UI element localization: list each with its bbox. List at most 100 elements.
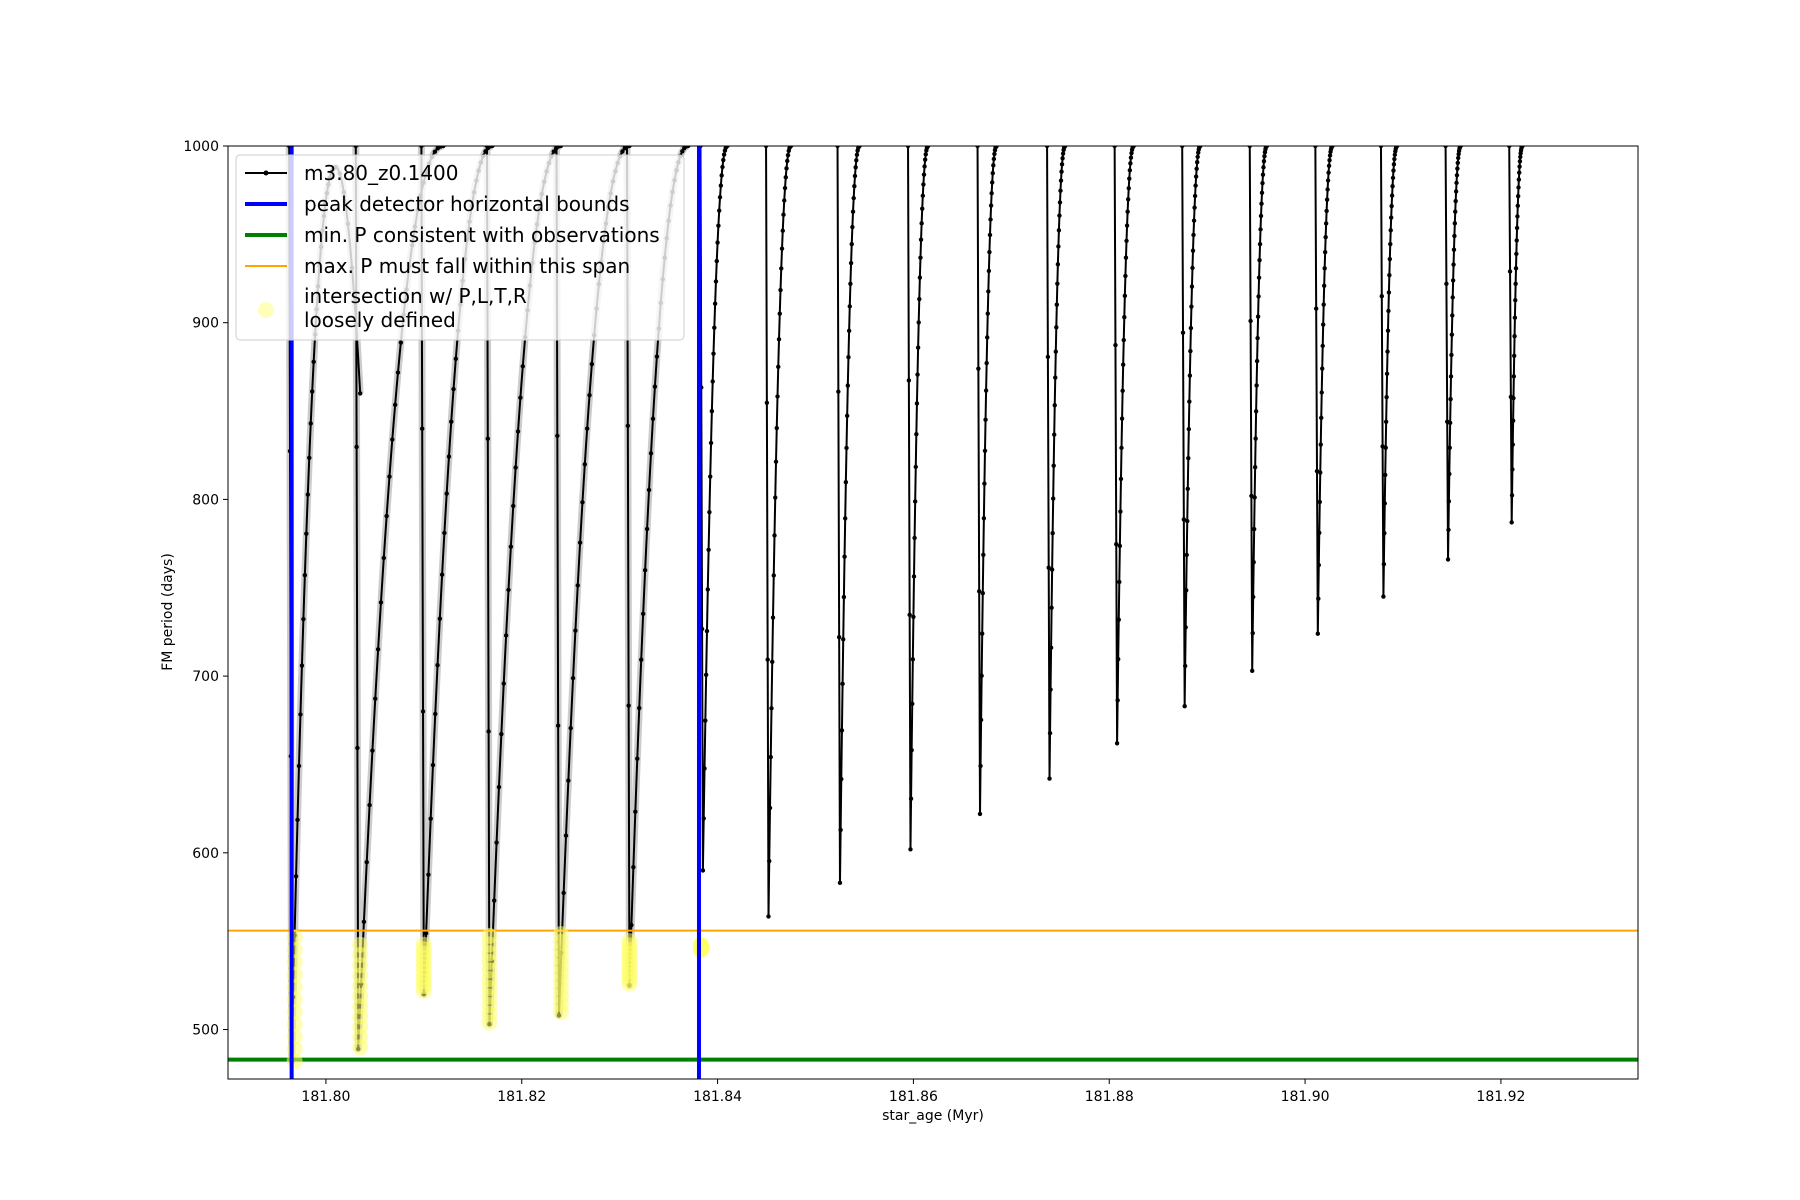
series-point (1192, 193, 1198, 199)
series-point (1114, 541, 1119, 547)
series-point (437, 616, 443, 621)
series-point (909, 748, 914, 753)
x-tick-label: 181.80 (301, 1089, 350, 1105)
series-point (906, 378, 912, 383)
series-point (444, 491, 449, 496)
series-point (1511, 374, 1517, 379)
series-point (357, 391, 363, 396)
intersection-marker (352, 936, 369, 953)
series-line-9 (907, 146, 929, 850)
series-point (1445, 557, 1451, 562)
series-point (849, 241, 854, 247)
series-point (1320, 343, 1325, 349)
series-point (717, 208, 722, 213)
series-point (1193, 183, 1198, 188)
series-point (1381, 562, 1387, 567)
series-point (1390, 175, 1396, 181)
series-point (1313, 306, 1319, 311)
series-line-13 (1181, 146, 1201, 707)
series-point (639, 657, 644, 662)
series-point (921, 172, 927, 177)
series-point (978, 763, 983, 769)
series-point (506, 587, 511, 593)
series-point (857, 146, 862, 149)
series-point (1186, 456, 1191, 461)
series-point (1446, 499, 1452, 504)
series-point (714, 258, 719, 264)
series-point (395, 370, 401, 375)
plot-frame (227, 145, 1639, 1080)
series-point (709, 409, 715, 414)
series-point (551, 149, 556, 154)
series-point (496, 784, 502, 790)
series-point (364, 859, 369, 865)
series-point (1447, 471, 1452, 477)
series-point (1258, 213, 1264, 219)
series-point (1451, 262, 1456, 267)
series-point (1388, 215, 1394, 220)
y-tick-label: 600 (192, 846, 219, 862)
series-point (1259, 190, 1265, 196)
series-point (1389, 203, 1394, 209)
series-point (837, 880, 843, 886)
series-point (1318, 470, 1323, 475)
series-point (915, 345, 921, 350)
series-point (843, 480, 849, 485)
series-point (631, 864, 636, 870)
x-tick-label: 181.84 (693, 1089, 742, 1105)
x-tick-label: 181.90 (1281, 1089, 1330, 1105)
series-point (484, 146, 490, 149)
series-point (390, 437, 395, 442)
series-point (788, 146, 794, 149)
x-axis: 181.80 181.82 181.84 181.86 181.88 181.90 181.… (301, 1079, 1525, 1105)
series-point (1388, 228, 1393, 233)
series-point (1319, 415, 1324, 421)
series-point (766, 914, 771, 919)
series-point (449, 419, 454, 424)
series-point (712, 325, 717, 330)
intersection-marker (415, 936, 432, 953)
series-point (1054, 325, 1059, 330)
series-point (1184, 552, 1189, 558)
series-point (911, 574, 917, 579)
series-point (680, 149, 685, 154)
legend-handle-marker (263, 170, 269, 176)
series-point (1261, 159, 1267, 164)
legend-label-1: peak detector horizontal bounds (304, 192, 630, 216)
series-point (1190, 265, 1195, 271)
series-point (992, 151, 997, 157)
series-point (1052, 432, 1057, 437)
series-point (836, 389, 841, 394)
series-point (1514, 238, 1519, 243)
series-point (839, 728, 845, 733)
series-point (1513, 281, 1518, 286)
series-point (843, 516, 848, 521)
series-point (979, 673, 984, 678)
series-point (307, 455, 312, 461)
series-point (1455, 166, 1460, 171)
series-point (917, 275, 923, 280)
series-point (721, 157, 726, 163)
series-point (1118, 509, 1123, 514)
series-point (1443, 146, 1448, 149)
series-point (908, 796, 914, 801)
series-point (713, 279, 719, 284)
series-point (640, 611, 646, 617)
series-point (982, 481, 987, 486)
series-point (1181, 517, 1187, 522)
series-point (1319, 390, 1324, 395)
series-point (633, 809, 638, 814)
series-point (1250, 668, 1255, 674)
series-point (494, 840, 499, 845)
series-point (781, 212, 786, 217)
series-point (705, 587, 710, 592)
series-point (1128, 155, 1134, 160)
series-point (1187, 399, 1192, 404)
series-point (1125, 197, 1131, 202)
series-point (1515, 203, 1520, 208)
series-point (654, 354, 660, 359)
series-point (917, 296, 922, 302)
series-point (854, 152, 860, 157)
intersection-marker (621, 933, 638, 950)
series-point (1261, 165, 1266, 170)
